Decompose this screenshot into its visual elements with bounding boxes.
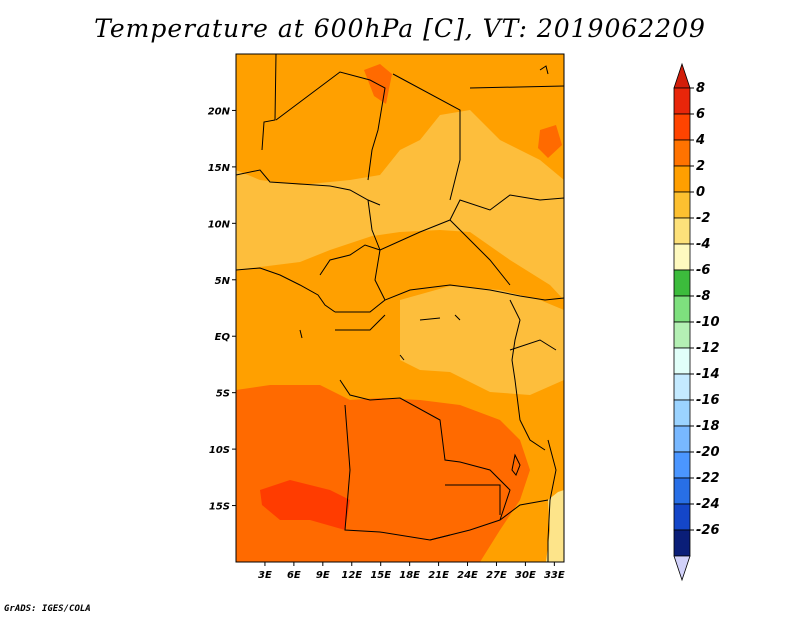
lat-tick-label: 10S (209, 445, 230, 456)
colorbar-swatch (673, 373, 691, 401)
colorbar-swatch (673, 113, 691, 141)
lon-tick-label: 9E (316, 570, 330, 581)
temperature-field (236, 54, 564, 562)
colorbar-label: -12 (696, 341, 720, 356)
lon-tick-label: 18E (399, 570, 420, 581)
colorbar-swatch (673, 191, 691, 219)
colorbar-label: 4 (695, 133, 705, 148)
colorbar-arrow-bottom (673, 555, 691, 582)
lat-tick-label: EQ (215, 332, 231, 343)
colorbar-label: -4 (696, 237, 710, 252)
grads-credit: GrADS: IGES/COLA (4, 604, 91, 614)
field-east-warm (538, 125, 562, 158)
lon-tick-label: 15E (370, 570, 391, 581)
colorbar-label: -6 (696, 263, 710, 278)
longitude-axis: 3E 6E 9E 12E 15E 18E 21E 24E 27E 30E 33E (258, 562, 565, 581)
colorbar-swatch (673, 165, 691, 193)
colorbar-label: -10 (696, 315, 720, 330)
field-cool-east (546, 490, 564, 562)
colorbar-label: -2 (696, 211, 710, 226)
colorbar-label: 0 (696, 185, 705, 200)
lat-tick-label: 15N (208, 163, 231, 174)
lon-tick-label: 12E (341, 570, 362, 581)
colorbar-label: -24 (696, 497, 720, 512)
lat-tick-label: 20N (208, 106, 231, 117)
colorbar-swatch (673, 503, 691, 531)
lat-tick-label: 5S (216, 389, 230, 400)
colorbar-label: -22 (696, 471, 720, 486)
country-borders (236, 54, 564, 562)
lat-tick-label: 10N (208, 219, 231, 230)
colorbar-swatch (673, 269, 691, 297)
colorbar-label: -18 (696, 419, 720, 434)
colorbar-swatch (673, 243, 691, 271)
colorbar-label: -8 (696, 289, 710, 304)
lon-tick-label: 21E (428, 570, 449, 581)
lon-tick-label: 27E (486, 570, 507, 581)
map-frame (235, 53, 565, 563)
colorbar-label: -14 (696, 367, 720, 382)
colorbar-arrow-top (673, 62, 691, 89)
colorbar-swatch (673, 321, 691, 349)
colorbar-swatch (673, 217, 691, 245)
colorbar-label: 2 (696, 159, 705, 174)
colorbar-label: -16 (696, 393, 720, 408)
colorbar: 8 6 4 2 0 -2 -4 -6 -8 -10 -12 -14 -16 -18 -20 -22 -24 -26 (673, 62, 720, 582)
colorbar-label: 6 (696, 107, 705, 122)
colorbar-swatch (673, 295, 691, 323)
colorbar-swatch (673, 87, 691, 115)
latitude-axis: 20N 15N 10N 5N EQ 5S 10S 15S (208, 106, 236, 513)
colorbar-swatch (673, 451, 691, 479)
map-title: Temperature at 600hPa [C], VT: 201906220… (94, 14, 706, 43)
lon-tick-label: 6E (287, 570, 301, 581)
lon-tick-label: 30E (515, 570, 536, 581)
colorbar-label: 8 (696, 81, 705, 96)
field-hot-core (260, 480, 350, 530)
colorbar-swatch (673, 425, 691, 453)
lon-tick-label: 3E (258, 570, 272, 581)
lon-tick-label: 33E (544, 570, 565, 581)
lat-tick-label: 5N (215, 276, 231, 287)
field-central-warm (400, 286, 564, 395)
lat-tick-label: 15S (209, 502, 230, 513)
colorbar-label: -20 (696, 445, 720, 460)
colorbar-label: -26 (696, 523, 720, 538)
colorbar-swatch (673, 529, 691, 557)
colorbar-swatch (673, 139, 691, 167)
lon-tick-label: 24E (457, 570, 478, 581)
field-north-warm (236, 110, 564, 300)
colorbar-swatch (673, 347, 691, 375)
colorbar-swatch (673, 477, 691, 505)
colorbar-swatch (673, 399, 691, 427)
